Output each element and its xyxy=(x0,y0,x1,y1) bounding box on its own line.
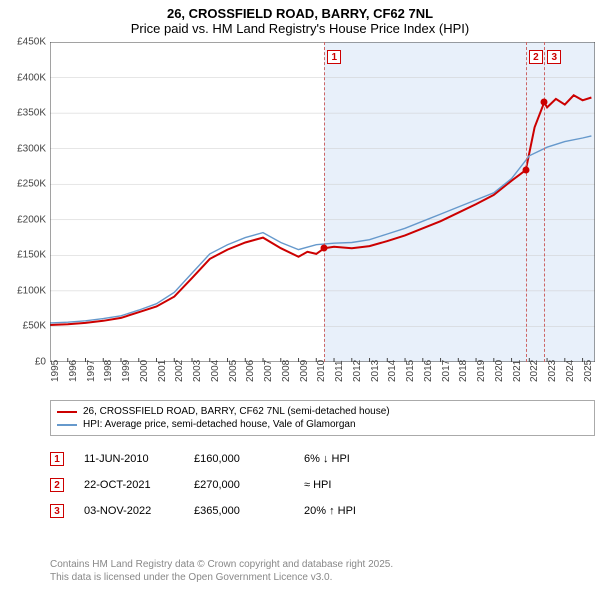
x-tick-label: 1998 xyxy=(103,360,114,382)
x-tick-label: 2021 xyxy=(512,360,523,382)
footer-line2: This data is licensed under the Open Gov… xyxy=(50,571,393,584)
x-tick-label: 2023 xyxy=(547,360,558,382)
transaction-marker: 1 xyxy=(50,452,64,466)
legend-text: 26, CROSSFIELD ROAD, BARRY, CF62 7NL (se… xyxy=(83,406,390,417)
x-tick-label: 2005 xyxy=(228,360,239,382)
x-tick-label: 2013 xyxy=(370,360,381,382)
transaction-hpi: 6% ↓ HPI xyxy=(304,453,424,465)
y-tick-label: £400K xyxy=(17,72,46,83)
x-tick-label: 2014 xyxy=(387,360,398,382)
chart-svg xyxy=(50,42,595,362)
transaction-row: 1 11-JUN-2010 £160,000 6% ↓ HPI xyxy=(50,446,595,472)
x-tick-label: 2012 xyxy=(352,360,363,382)
y-tick-label: £50K xyxy=(23,321,46,332)
legend-swatch xyxy=(57,411,77,413)
y-axis-ticks: £0£50K£100K£150K£200K£250K£300K£350K£400… xyxy=(0,42,50,362)
x-axis-ticks: 1995199619971998199920002001200220032004… xyxy=(50,364,595,399)
marker-dot xyxy=(541,99,548,106)
chart-outer: £0 £50K £100K £150K £200K £250K £300K £350K £400… xyxy=(0,42,600,397)
marker-label: 2 xyxy=(529,50,543,64)
y-tick-label: £200K xyxy=(17,214,46,225)
x-tick-label: 2018 xyxy=(458,360,469,382)
x-tick-label: 2002 xyxy=(174,360,185,382)
transaction-price: £270,000 xyxy=(194,479,284,491)
transaction-marker: 3 xyxy=(50,504,64,518)
x-tick-label: 2020 xyxy=(494,360,505,382)
x-tick-label: 1995 xyxy=(50,360,61,382)
marker-dot xyxy=(321,245,328,252)
x-tick-label: 2019 xyxy=(476,360,487,382)
x-tick-label: 1999 xyxy=(121,360,132,382)
y-tick-label: £350K xyxy=(17,108,46,119)
chart-container: 26, CROSSFIELD ROAD, BARRY, CF62 7NL Pri… xyxy=(0,0,600,590)
transaction-date: 11-JUN-2010 xyxy=(84,453,174,465)
transaction-date: 22-OCT-2021 xyxy=(84,479,174,491)
legend-row: HPI: Average price, semi-detached house,… xyxy=(57,418,588,431)
x-tick-label: 2016 xyxy=(423,360,434,382)
transaction-price: £160,000 xyxy=(194,453,284,465)
marker-line xyxy=(544,42,545,362)
x-tick-label: 2000 xyxy=(139,360,150,382)
legend: 26, CROSSFIELD ROAD, BARRY, CF62 7NL (se… xyxy=(50,400,595,436)
legend-row: 26, CROSSFIELD ROAD, BARRY, CF62 7NL (se… xyxy=(57,405,588,418)
footer-line1: Contains HM Land Registry data © Crown c… xyxy=(50,558,393,571)
transaction-price: £365,000 xyxy=(194,505,284,517)
chart-title: 26, CROSSFIELD ROAD, BARRY, CF62 7NL xyxy=(0,0,600,21)
plot-area: 1 23 xyxy=(50,42,595,362)
legend-text: HPI: Average price, semi-detached house,… xyxy=(83,419,356,430)
chart-subtitle: Price paid vs. HM Land Registry's House … xyxy=(0,21,600,40)
x-tick-label: 2003 xyxy=(192,360,203,382)
x-tick-label: 2010 xyxy=(316,360,327,382)
y-tick-label: £100K xyxy=(17,285,46,296)
x-tick-label: 2022 xyxy=(529,360,540,382)
x-tick-label: 2011 xyxy=(334,360,345,382)
marker-label: 1 xyxy=(327,50,341,64)
y-tick-label: £0 xyxy=(35,357,46,368)
marker-label: 3 xyxy=(547,50,561,64)
x-tick-label: 2008 xyxy=(281,360,292,382)
legend-swatch xyxy=(57,424,77,426)
y-tick-label: £450K xyxy=(17,37,46,48)
transaction-marker: 2 xyxy=(50,478,64,492)
y-tick-label: £150K xyxy=(17,250,46,261)
marker-line xyxy=(324,42,325,362)
x-tick-label: 2024 xyxy=(565,360,576,382)
marker-dot xyxy=(522,167,529,174)
marker-line xyxy=(526,42,527,362)
transaction-date: 03-NOV-2022 xyxy=(84,505,174,517)
x-tick-label: 2007 xyxy=(263,360,274,382)
x-tick-label: 1996 xyxy=(68,360,79,382)
transaction-row: 3 03-NOV-2022 £365,000 20% ↑ HPI xyxy=(50,498,595,524)
footer-attribution: Contains HM Land Registry data © Crown c… xyxy=(50,558,393,584)
x-tick-label: 2009 xyxy=(299,360,310,382)
x-tick-label: 2015 xyxy=(405,360,416,382)
y-tick-label: £300K xyxy=(17,143,46,154)
x-tick-label: 2017 xyxy=(441,360,452,382)
transaction-row: 2 22-OCT-2021 £270,000 ≈ HPI xyxy=(50,472,595,498)
x-tick-label: 2001 xyxy=(157,360,168,382)
x-tick-label: 2004 xyxy=(210,360,221,382)
y-tick-label: £250K xyxy=(17,179,46,190)
x-tick-label: 2006 xyxy=(245,360,256,382)
transaction-hpi: 20% ↑ HPI xyxy=(304,505,424,517)
transaction-hpi: ≈ HPI xyxy=(304,479,424,491)
x-tick-label: 2025 xyxy=(583,360,594,382)
x-tick-label: 1997 xyxy=(86,360,97,382)
transactions-table: 1 11-JUN-2010 £160,000 6% ↓ HPI 2 22-OCT-2021… xyxy=(50,446,595,524)
